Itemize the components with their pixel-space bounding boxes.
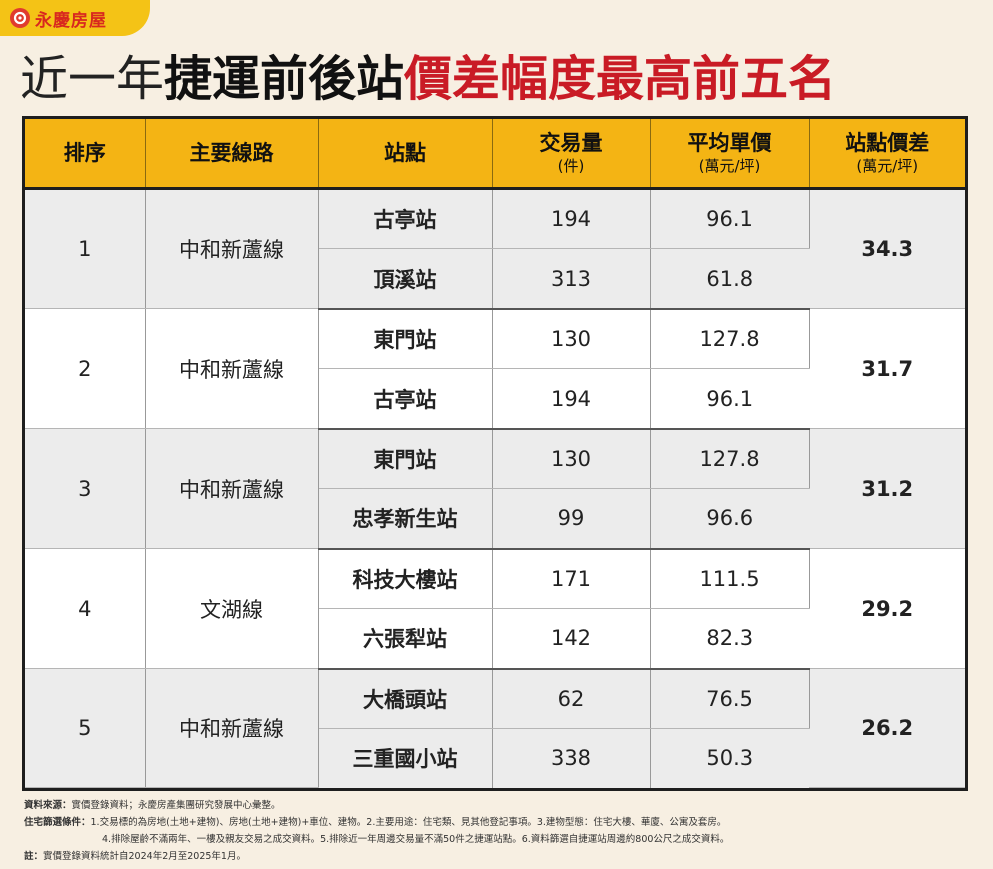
price-cell: 82.3 [650, 608, 809, 670]
price-cell: 76.5 [650, 668, 810, 729]
table-row: 1 中和新蘆線 古亭站 194 96.1 34.3 [25, 188, 965, 310]
price-cell: 127.8 [650, 428, 810, 490]
station-cell: 科技大樓站 [318, 548, 493, 610]
title-part1: 近一年 [20, 51, 165, 107]
price-cell: 111.5 [650, 548, 810, 610]
line-cell: 中和新蘆線 [145, 428, 319, 550]
volume-cell: 171 [492, 548, 651, 610]
header-price-diff: 站點價差 (萬元/坪) [809, 119, 965, 190]
brand-name: 永慶房屋 [35, 10, 107, 31]
price-cell: 61.8 [650, 248, 809, 310]
diff-cell: 31.2 [809, 428, 965, 550]
station-cell: 忠孝新生站 [318, 488, 493, 550]
period-note: 註：實價登錄資料統計自2024年2月至2025年1月。 [24, 851, 246, 862]
line-cell: 文湖線 [145, 548, 319, 670]
price-cell: 50.3 [650, 728, 809, 788]
table-header-row: 排序 主要線路 站點 交易量 (件) 平均單價 (萬元/坪) 站點價差 (萬元/坪) [25, 119, 965, 190]
header-avg-price: 平均單價 (萬元/坪) [650, 119, 810, 190]
diff-cell: 26.2 [809, 668, 965, 788]
volume-cell: 130 [492, 428, 651, 490]
price-cell: 96.6 [650, 488, 809, 550]
price-cell: 96.1 [650, 368, 809, 430]
station-cell: 大橋頭站 [318, 668, 493, 729]
table-row: 頂溪站 313 61.8 [25, 248, 965, 310]
rank-cell: 4 [25, 548, 146, 670]
volume-cell: 142 [492, 608, 651, 670]
rank-cell: 5 [25, 668, 146, 788]
station-cell: 頂溪站 [318, 248, 493, 310]
line-cell: 中和新蘆線 [145, 188, 319, 310]
diff-cell: 34.3 [809, 188, 965, 310]
price-cell: 96.1 [650, 188, 810, 250]
volume-cell: 338 [492, 728, 651, 788]
line-cell: 中和新蘆線 [145, 668, 319, 788]
ranking-table: 排序 主要線路 站點 交易量 (件) 平均單價 (萬元/坪) 站點價差 (萬元/坪) … [22, 116, 968, 791]
station-cell: 古亭站 [318, 188, 493, 250]
criteria-note-continued: 4.排除屋齡不滿兩年、一樓及親友交易之成交資料。5.排除近一年周邊交易量不滿50… [102, 834, 730, 845]
volume-cell: 194 [492, 188, 651, 250]
table-row: 3 中和新蘆線 東門站 130 127.8 31.2 [25, 428, 965, 550]
footnotes: 資料來源：實價登錄資料；永慶房產集團研究發展中心彙整。 住宅篩選條件：1.交易標… [24, 797, 970, 865]
criteria-note: 住宅篩選條件：1.交易標的為房地(土地+建物)、房地(土地+建物)+車位、建物。… [24, 817, 727, 828]
header-volume: 交易量 (件) [492, 119, 651, 190]
station-cell: 東門站 [318, 308, 493, 370]
brand-logo-icon [10, 8, 30, 28]
station-cell: 三重國小站 [318, 728, 493, 788]
volume-cell: 313 [492, 248, 651, 310]
diff-cell: 31.7 [809, 308, 965, 430]
table-row: 5 中和新蘆線 大橋頭站 62 76.5 26.2 [25, 668, 965, 788]
volume-cell: 194 [492, 368, 651, 430]
source-note: 資料來源：實價登錄資料；永慶房產集團研究發展中心彙整。 [24, 800, 281, 811]
rank-cell: 1 [25, 188, 146, 310]
rank-cell: 2 [25, 308, 146, 430]
table-row: 4 文湖線 科技大樓站 171 111.5 29.2 [25, 548, 965, 670]
price-cell: 127.8 [650, 308, 810, 370]
station-cell: 六張犁站 [318, 608, 493, 670]
table-row: 2 中和新蘆線 東門站 130 127.8 31.7 [25, 308, 965, 430]
title-part3: 價差幅度最高前五名 [404, 51, 837, 107]
table-row: 三重國小站 338 50.3 [25, 728, 965, 788]
diff-cell: 29.2 [809, 548, 965, 670]
header-station: 站點 [318, 119, 493, 190]
brand-tab: 永慶房屋 [0, 0, 150, 36]
header-rank: 排序 [25, 119, 146, 190]
table-row: 忠孝新生站 99 96.6 [25, 488, 965, 550]
line-cell: 中和新蘆線 [145, 308, 319, 430]
station-cell: 東門站 [318, 428, 493, 490]
rank-cell: 3 [25, 428, 146, 550]
volume-cell: 62 [492, 668, 651, 729]
title-part2: 捷運前後站 [164, 51, 405, 107]
table-row: 六張犁站 142 82.3 [25, 608, 965, 670]
table-row: 古亭站 194 96.1 [25, 368, 965, 430]
page-title: 近一年 捷運前後站 價差幅度最高前五名 [20, 40, 836, 108]
header-line: 主要線路 [145, 119, 319, 190]
volume-cell: 99 [492, 488, 651, 550]
station-cell: 古亭站 [318, 368, 493, 430]
volume-cell: 130 [492, 308, 651, 370]
